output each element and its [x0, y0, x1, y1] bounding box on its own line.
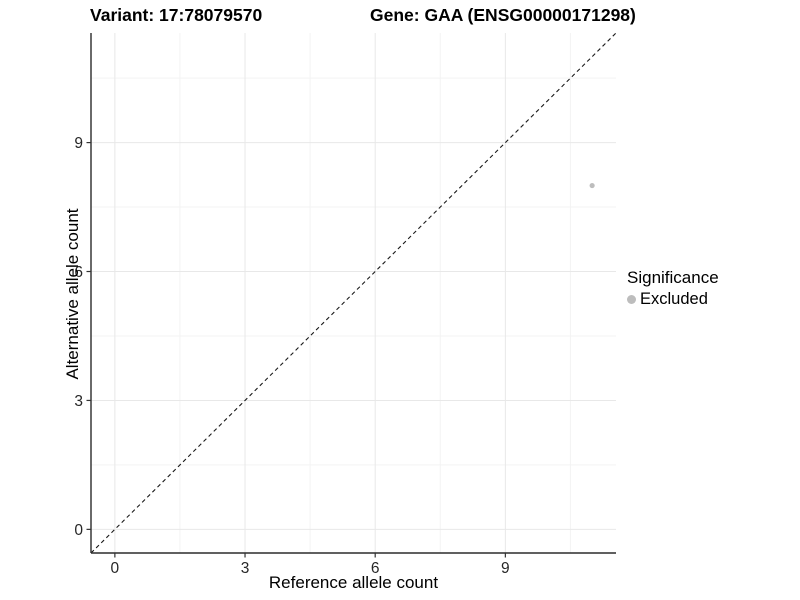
legend-item-label: Excluded [640, 290, 708, 308]
x-axis-title: Reference allele count [268, 573, 439, 592]
identity-line [90, 32, 617, 554]
legend-title: Significance [627, 268, 719, 287]
legend-key-dot-icon [627, 295, 636, 304]
y-tick-label: 9 [74, 135, 83, 152]
x-tick-label: 6 [371, 560, 380, 577]
plot-title-variant: Variant: 17:78079570 [90, 5, 263, 25]
y-tick-label: 3 [74, 393, 83, 410]
x-tick-label: 3 [241, 560, 250, 577]
legend: Significance Excluded [627, 268, 719, 309]
y-tick-label: 6 [74, 264, 83, 281]
plot-title-gene: Gene: GAA (ENSG00000171298) [370, 5, 636, 25]
legend-item-excluded: Excluded [627, 290, 719, 309]
data-point [589, 182, 595, 189]
y-tick-label: 0 [74, 522, 83, 539]
x-tick-label: 9 [501, 560, 510, 577]
y-axis-title: Alternative allele count [63, 208, 82, 380]
x-tick-label: 0 [111, 560, 120, 577]
